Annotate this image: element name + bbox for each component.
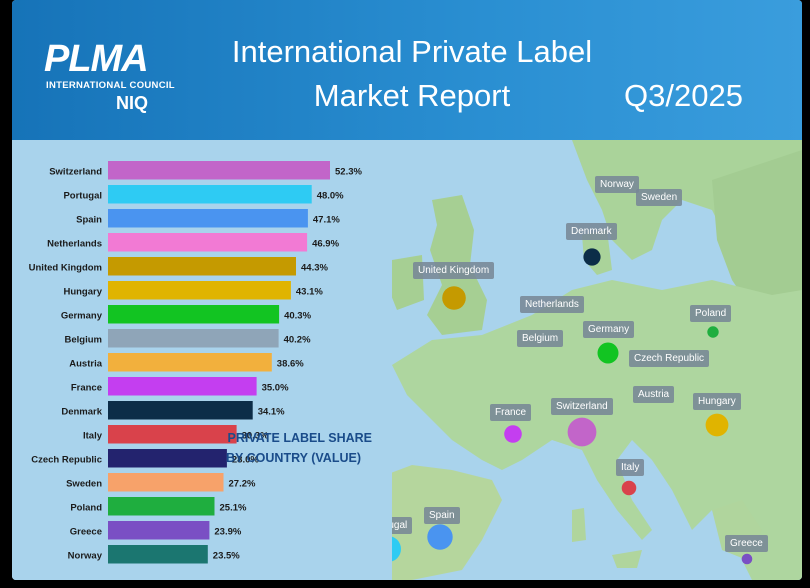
map-bubble-switzerland	[567, 417, 597, 447]
plma-logo-subtitle: INTERNATIONAL COUNCIL	[46, 80, 175, 91]
value-label: 23.5%	[213, 550, 240, 561]
category-label: Sweden	[66, 478, 102, 489]
map-bubble-spain	[427, 524, 453, 550]
category-label: Portugal	[63, 190, 102, 201]
report-quarter: Q3/2025	[624, 78, 743, 113]
category-label: Belgium	[65, 334, 102, 345]
map-label-united-kingdom: United Kingdom	[413, 262, 495, 279]
value-label: 38.6%	[277, 358, 304, 369]
map-label-switzerland: Switzerland	[551, 398, 613, 415]
map-label-czech-republic: Czech Republic	[629, 350, 710, 367]
value-label: 43.1%	[296, 286, 323, 297]
category-label: Denmark	[61, 406, 102, 417]
bar	[108, 521, 210, 540]
map-label-netherlands: Netherlands	[520, 296, 584, 313]
value-label: 46.9%	[312, 238, 339, 249]
map-label-austria: Austria	[633, 386, 675, 403]
bar	[108, 353, 272, 372]
bar	[108, 473, 224, 492]
bar-chart: Switzerland 52.3% Portugal 48.0% Spain 47.1% N…	[12, 140, 392, 580]
map-bubble-france	[504, 425, 522, 443]
bar	[108, 281, 291, 300]
map-label-belgium: Belgium	[517, 330, 564, 347]
bar	[108, 377, 257, 396]
map-bubble-hungary	[705, 413, 729, 437]
header-banner: PLMA INTERNATIONAL COUNCIL NIQ Internati…	[12, 0, 802, 140]
bar	[108, 497, 215, 516]
bar	[108, 305, 280, 324]
bar	[108, 425, 237, 444]
value-label: 23.9%	[214, 526, 241, 537]
map-bubble-united-kingdom	[442, 286, 466, 310]
category-label: Switzerland	[49, 166, 102, 177]
bar	[108, 329, 279, 348]
chart-caption-line1: PRIVATE LABEL SHARE	[228, 431, 372, 445]
bar	[108, 257, 296, 276]
map-label-poland: Poland	[690, 305, 732, 322]
value-label: 25.1%	[220, 502, 247, 513]
map-label-germany: Germany	[583, 321, 635, 338]
map-bubble-poland	[707, 326, 719, 338]
category-label: Norway	[68, 550, 103, 561]
report-title-line1: International Private Label	[231, 34, 593, 69]
value-label: 48.0%	[317, 190, 344, 201]
map-label-denmark: Denmark	[566, 223, 617, 240]
category-label: United Kingdom	[29, 262, 102, 273]
map-bubble-denmark	[583, 248, 601, 266]
category-label: France	[71, 382, 102, 393]
category-label: Hungary	[63, 286, 102, 297]
category-label: Poland	[70, 502, 102, 513]
value-label: 47.1%	[313, 214, 340, 225]
bar	[108, 233, 308, 252]
value-label: 27.2%	[229, 478, 256, 489]
map-label-hungary: Hungary	[693, 393, 741, 410]
category-label: Italy	[83, 430, 103, 441]
map-bubble-italy	[621, 480, 637, 496]
map-label-france: France	[490, 404, 532, 421]
category-label: Greece	[70, 526, 102, 537]
value-label: 40.2%	[284, 334, 311, 345]
map-label-italy: Italy	[616, 459, 645, 476]
value-label: 30.3%	[242, 430, 269, 441]
land-finland-baltic	[712, 150, 802, 320]
category-label: Spain	[76, 214, 102, 225]
map-label-spain: Spain	[424, 507, 460, 524]
map-bubble-greece	[741, 553, 753, 565]
value-label: 28.0%	[232, 454, 259, 465]
chart-caption-line2: BY COUNTRY (VALUE)	[226, 451, 361, 465]
map-label-greece: Greece	[725, 535, 768, 552]
map-label-norway: Norway	[595, 176, 639, 193]
land-sicily	[612, 550, 642, 568]
value-label: 35.0%	[262, 382, 289, 393]
bar	[108, 161, 330, 180]
bar	[108, 185, 312, 204]
category-label: Austria	[69, 358, 102, 369]
niq-logo: NIQ	[116, 93, 149, 113]
value-label: 44.3%	[301, 262, 328, 273]
category-label: Czech Republic	[31, 454, 102, 465]
land-sardinia	[572, 508, 586, 542]
value-label: 40.3%	[284, 310, 311, 321]
category-label: Netherlands	[47, 238, 102, 249]
value-label: 34.1%	[258, 406, 285, 417]
bar	[108, 449, 227, 468]
bar	[108, 545, 208, 564]
map-label-sweden: Sweden	[636, 189, 683, 206]
bar	[108, 209, 308, 228]
bar	[108, 401, 253, 420]
report-title-line2: Market Report	[313, 78, 511, 113]
report-frame: PLMA INTERNATIONAL COUNCIL NIQ Internati…	[12, 0, 802, 580]
value-label: 52.3%	[335, 166, 362, 177]
map-bubble-germany	[597, 342, 619, 364]
plma-logo: PLMA	[44, 38, 149, 80]
category-label: Germany	[61, 310, 103, 321]
